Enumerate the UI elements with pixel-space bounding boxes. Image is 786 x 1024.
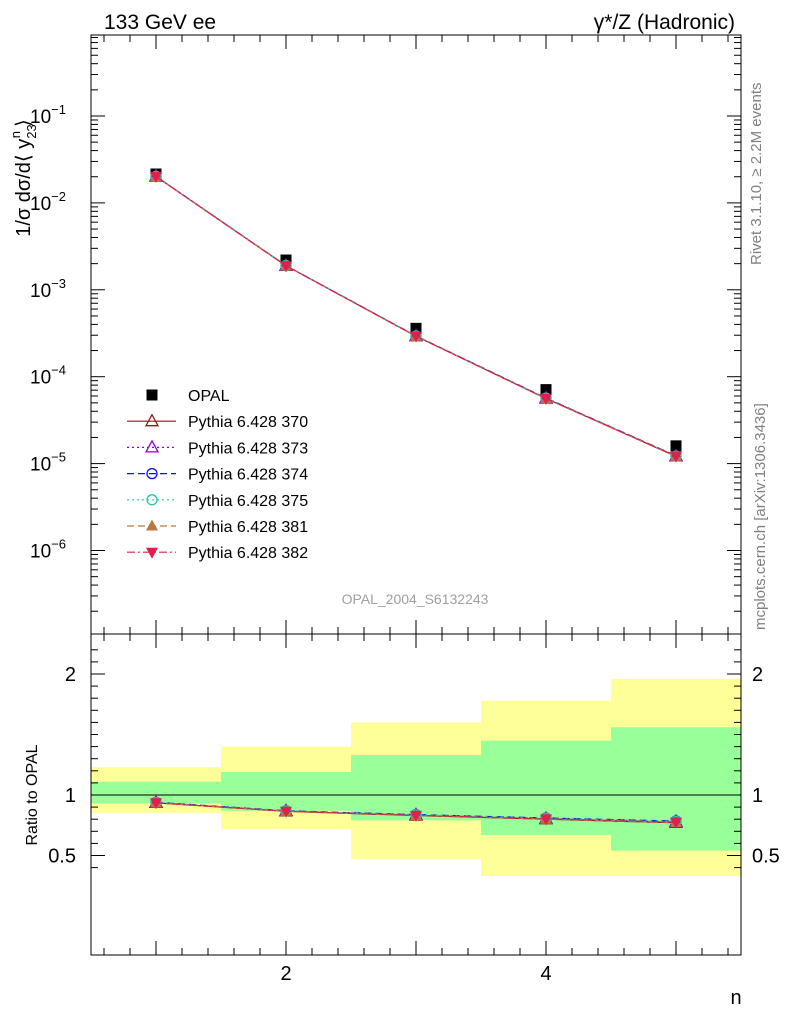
ratio-y-axis-title: Ratio to OPAL xyxy=(24,744,41,845)
upper-y-tick-label: 10−1 xyxy=(30,102,66,128)
legend-item: Pythia 6.428 373 xyxy=(127,439,308,457)
legend: OPAL Pythia 6.428 370 Pythia 6.428 373 Pyth… xyxy=(127,388,308,562)
data-point xyxy=(540,384,552,396)
ratio-y-tick-label-right: 1 xyxy=(752,785,763,807)
rivet-version-label: Rivet 3.1.10, ≥ 2.2M events xyxy=(748,83,765,266)
ratio-y-tick-label: 1 xyxy=(65,785,76,807)
legend-label: OPAL xyxy=(188,388,230,405)
upper-y-tick-label: 10−4 xyxy=(30,363,66,389)
x-tick-label: 2 xyxy=(280,963,291,985)
upper-y-tick-label: 10−6 xyxy=(30,537,66,563)
upper-y-tick-label: 10−5 xyxy=(30,450,66,476)
header-left-label: 133 GeV ee xyxy=(104,11,216,34)
ratio-data-point xyxy=(410,810,422,822)
mcplots-label: mcplots.cern.ch [arXiv:1306.3436] xyxy=(752,403,769,630)
x-axis-title: n xyxy=(730,987,741,1009)
data-point xyxy=(150,172,162,184)
legend-marker xyxy=(144,439,160,453)
ratio-y-tick-label: 2 xyxy=(65,664,76,686)
legend-item: OPAL xyxy=(146,388,230,405)
svg-text:1/σ dσ/d⟨ y23n⟩: 1/σ dσ/d⟨ y23n⟩ xyxy=(8,119,39,237)
legend-label: Pythia 6.428 382 xyxy=(188,545,308,562)
uncertainty-band-inner xyxy=(611,727,741,851)
upper-y-tick-label: 10−3 xyxy=(30,276,66,302)
ratio-data-point xyxy=(540,814,552,826)
ratio-series-line xyxy=(155,801,677,822)
legend-item: Pythia 6.428 374 xyxy=(127,467,308,484)
legend-item: Pythia 6.428 375 xyxy=(127,493,308,510)
x-tick-label: 4 xyxy=(540,963,551,985)
data-point xyxy=(280,261,292,273)
legend-item: Pythia 6.428 370 xyxy=(127,413,308,431)
legend-label: Pythia 6.428 381 xyxy=(188,519,308,536)
analysis-id-label: OPAL_2004_S6132243 xyxy=(342,591,489,607)
legend-marker xyxy=(146,389,158,401)
data-point xyxy=(670,451,682,463)
legend-marker xyxy=(144,413,160,427)
upper-y-axis-title: 1/σ dσ/d⟨ y23n⟩ xyxy=(8,119,39,237)
legend-label: Pythia 6.428 375 xyxy=(188,493,308,510)
ratio-data-point xyxy=(670,817,682,829)
legend-label: Pythia 6.428 370 xyxy=(188,414,308,431)
legend-label: Pythia 6.428 373 xyxy=(188,440,308,457)
ratio-plot-panel: 0.5 0.5 1 1 2 2 2 4 xyxy=(48,633,780,985)
legend-marker xyxy=(146,547,158,559)
upper-y-tick-label: 10−2 xyxy=(30,189,66,215)
main-plot-panel: 10−6 10−5 10−4 10−3 10−2 10−1 xyxy=(30,34,742,635)
header-right-label: γ*/Z (Hadronic) xyxy=(594,11,735,34)
ratio-series-5 xyxy=(150,798,682,829)
legend-item: Pythia 6.428 381 xyxy=(127,519,308,536)
ratio-y-tick-label: 0.5 xyxy=(48,846,76,868)
legend-label: Pythia 6.428 374 xyxy=(188,467,308,484)
data-point xyxy=(410,331,422,343)
ratio-data-point xyxy=(150,798,162,810)
legend-marker xyxy=(146,519,158,531)
ratio-data-point xyxy=(280,806,292,818)
data-point xyxy=(670,440,682,452)
ratio-y-tick-label-right: 0.5 xyxy=(752,846,780,868)
series-0 xyxy=(150,168,682,452)
series-6 xyxy=(150,172,682,463)
legend-item: Pythia 6.428 382 xyxy=(127,545,308,562)
legend-marker xyxy=(146,494,158,506)
data-point xyxy=(540,393,552,405)
legend-marker xyxy=(146,467,158,480)
uncertainty-band-inner xyxy=(91,781,221,804)
ratio-y-tick-label-right: 2 xyxy=(752,664,763,686)
